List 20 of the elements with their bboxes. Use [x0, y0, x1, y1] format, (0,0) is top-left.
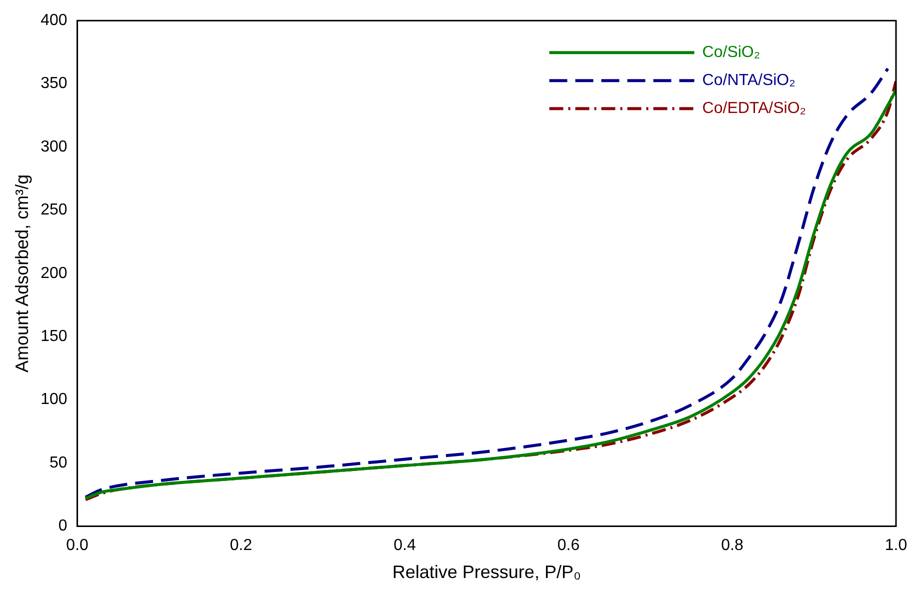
y-tick-label: 100 [40, 391, 68, 408]
x-tick-label: 0.2 [230, 537, 252, 554]
x-axis-title: Relative Pressure, P/P₀ [392, 562, 581, 582]
y-tick-label: 50 [50, 454, 68, 472]
y-tick-label: 400 [40, 12, 68, 30]
y-axis-title: Amount Adsorbed, cm³/g [12, 174, 32, 372]
text: Co/SiO₂ [702, 44, 760, 62]
y-tick-label: 200 [40, 264, 68, 282]
x-tick-label: 0.0 [66, 537, 89, 554]
y-tick-label: 350 [40, 75, 68, 92]
y-tick-label: 250 [40, 202, 68, 219]
y-tick-label: 0 [58, 518, 68, 535]
x-tick-label: 0.4 [394, 537, 416, 554]
text: Co/NTA/SiO₂ [702, 72, 796, 90]
y-tick-label: 300 [40, 138, 68, 156]
text: Co/EDTA/SiO₂ [702, 100, 806, 118]
y-tick-label: 150 [40, 328, 68, 346]
x-tick-label: 1.0 [884, 537, 908, 554]
x-tick-label: 0.6 [557, 537, 580, 554]
x-tick-label: 0.8 [721, 537, 744, 554]
